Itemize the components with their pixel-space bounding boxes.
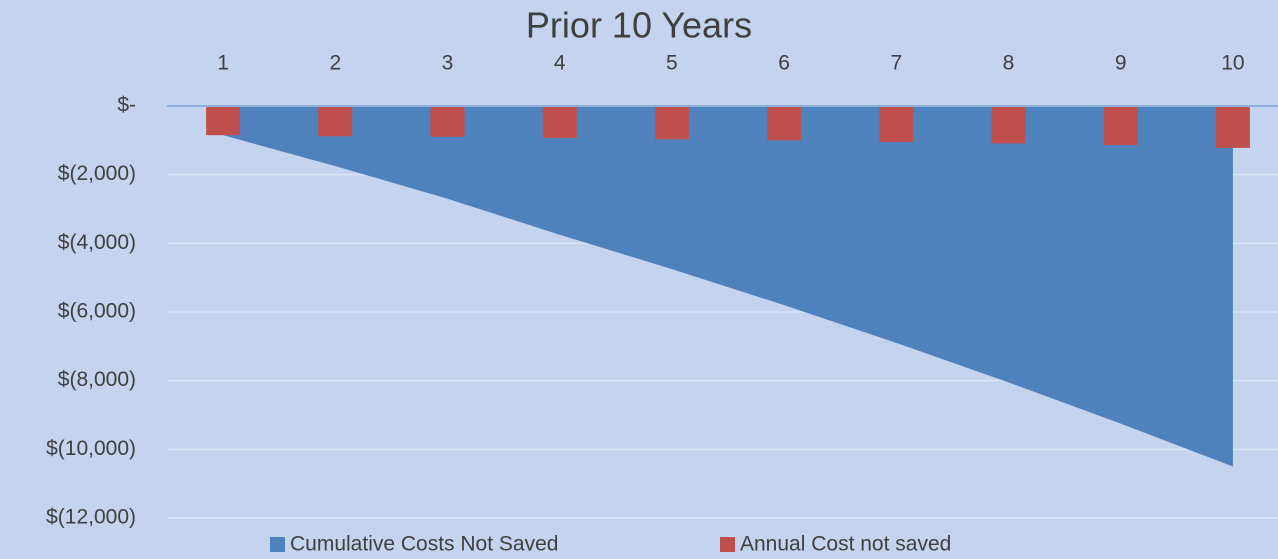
x-tick-label: 3 xyxy=(442,52,454,75)
bar xyxy=(1215,106,1250,148)
bar xyxy=(318,106,353,137)
legend-label: Cumulative Costs Not Saved xyxy=(290,533,558,556)
x-tick-label: 2 xyxy=(329,52,341,75)
y-tick-label: $(2,000) xyxy=(58,162,136,185)
y-tick-label: $(4,000) xyxy=(58,231,136,254)
bar xyxy=(879,106,914,143)
x-tick-label: 4 xyxy=(554,52,566,75)
bar xyxy=(206,106,241,136)
y-tick-label: $(12,000) xyxy=(46,506,136,529)
legend-swatch xyxy=(270,537,285,552)
chart-title: Prior 10 Years xyxy=(526,5,752,46)
x-tick-label: 8 xyxy=(1003,52,1015,75)
legend-label: Annual Cost not saved xyxy=(740,533,951,556)
bar xyxy=(1103,106,1138,146)
bar xyxy=(991,106,1026,144)
y-tick-label: $- xyxy=(117,94,136,117)
bar xyxy=(654,106,689,140)
area xyxy=(223,106,1233,467)
legend-swatch xyxy=(720,537,735,552)
bar xyxy=(542,106,577,138)
y-tick-label: $(6,000) xyxy=(58,300,136,323)
bar xyxy=(767,106,802,141)
x-tick-label: 6 xyxy=(778,52,790,75)
x-tick-label: 7 xyxy=(890,52,902,75)
y-tick-label: $(8,000) xyxy=(58,368,136,391)
x-tick-label: 10 xyxy=(1221,52,1244,75)
x-tick-label: 5 xyxy=(666,52,678,75)
x-tick-label: 1 xyxy=(217,52,229,75)
y-tick-label: $(10,000) xyxy=(46,437,136,460)
x-tick-label: 9 xyxy=(1115,52,1127,75)
bar xyxy=(430,106,465,137)
